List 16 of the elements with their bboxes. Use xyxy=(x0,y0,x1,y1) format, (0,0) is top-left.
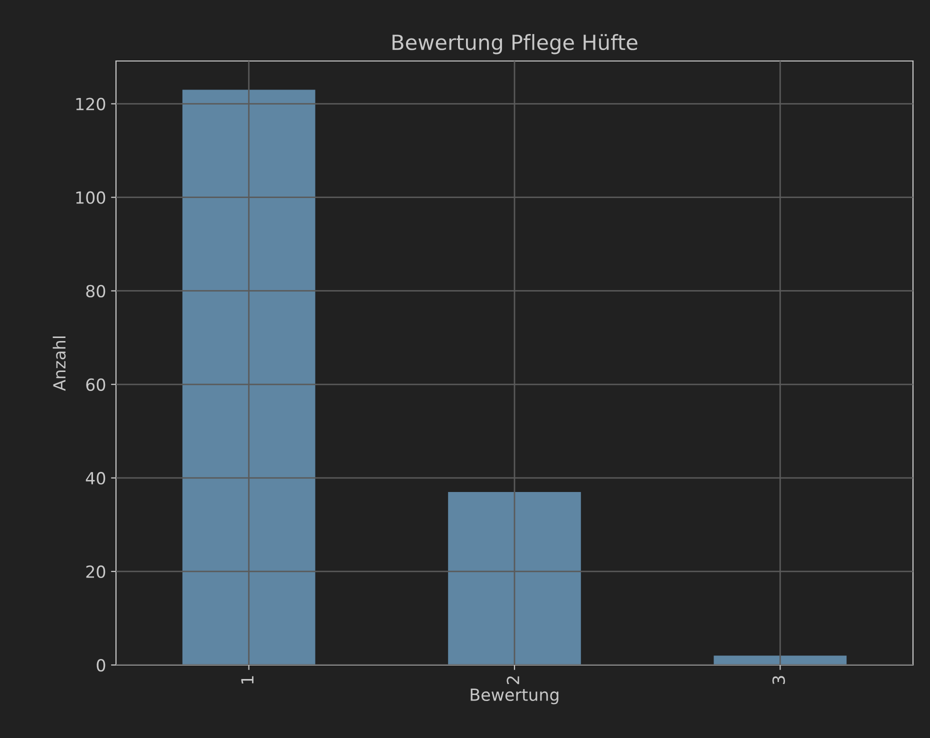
x-tick-label: 2 xyxy=(506,676,520,684)
y-tick-label: 40 xyxy=(86,472,106,484)
bar xyxy=(448,492,581,665)
x-tick-label: 3 xyxy=(772,676,786,684)
x-tick-label: 1 xyxy=(241,676,254,684)
y-tick-label: 100 xyxy=(76,191,106,204)
bar xyxy=(714,656,847,665)
y-tick-label: 20 xyxy=(86,565,106,578)
bar xyxy=(182,90,316,665)
y-axis-title: Anzahl xyxy=(52,336,66,391)
y-tick-label: 120 xyxy=(76,98,106,110)
y-tick-label: 80 xyxy=(86,284,106,298)
y-tick-label: 0 xyxy=(96,658,106,672)
chart-title: Bewertung Pflege Hüfte xyxy=(392,34,638,54)
y-tick-label: 60 xyxy=(86,378,106,391)
x-axis-title: Bewertung xyxy=(470,688,558,704)
